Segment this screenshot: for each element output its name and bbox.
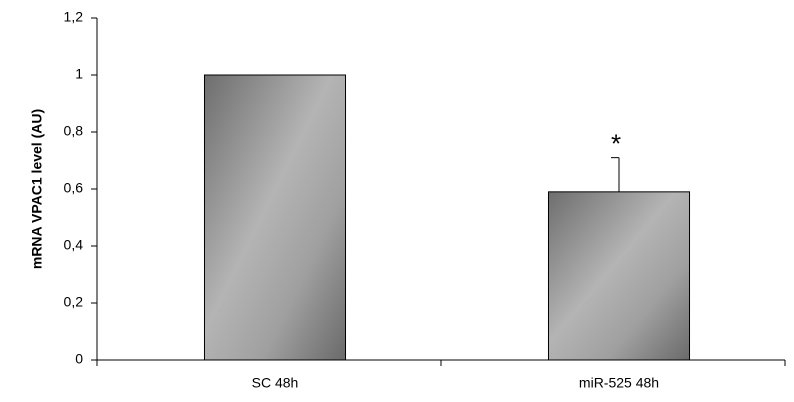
y-tick-label: 1	[75, 66, 83, 82]
y-tick-label: 0,8	[64, 123, 84, 139]
y-axis-label: mRNA VPAC1 level (AU)	[29, 109, 45, 269]
bar	[203, 74, 347, 361]
y-tick-label: 0,4	[64, 237, 84, 253]
x-tick-label: SC 48h	[252, 375, 299, 391]
y-tick-label: 0,2	[64, 294, 84, 310]
y-tick-label: 0,6	[64, 180, 84, 196]
y-tick-label: 1,2	[64, 9, 84, 25]
y-tick-label: 0	[75, 351, 83, 367]
x-tick-label: miR-525 48h	[579, 375, 659, 391]
significance-marker: *	[611, 129, 621, 159]
bar	[547, 191, 691, 361]
